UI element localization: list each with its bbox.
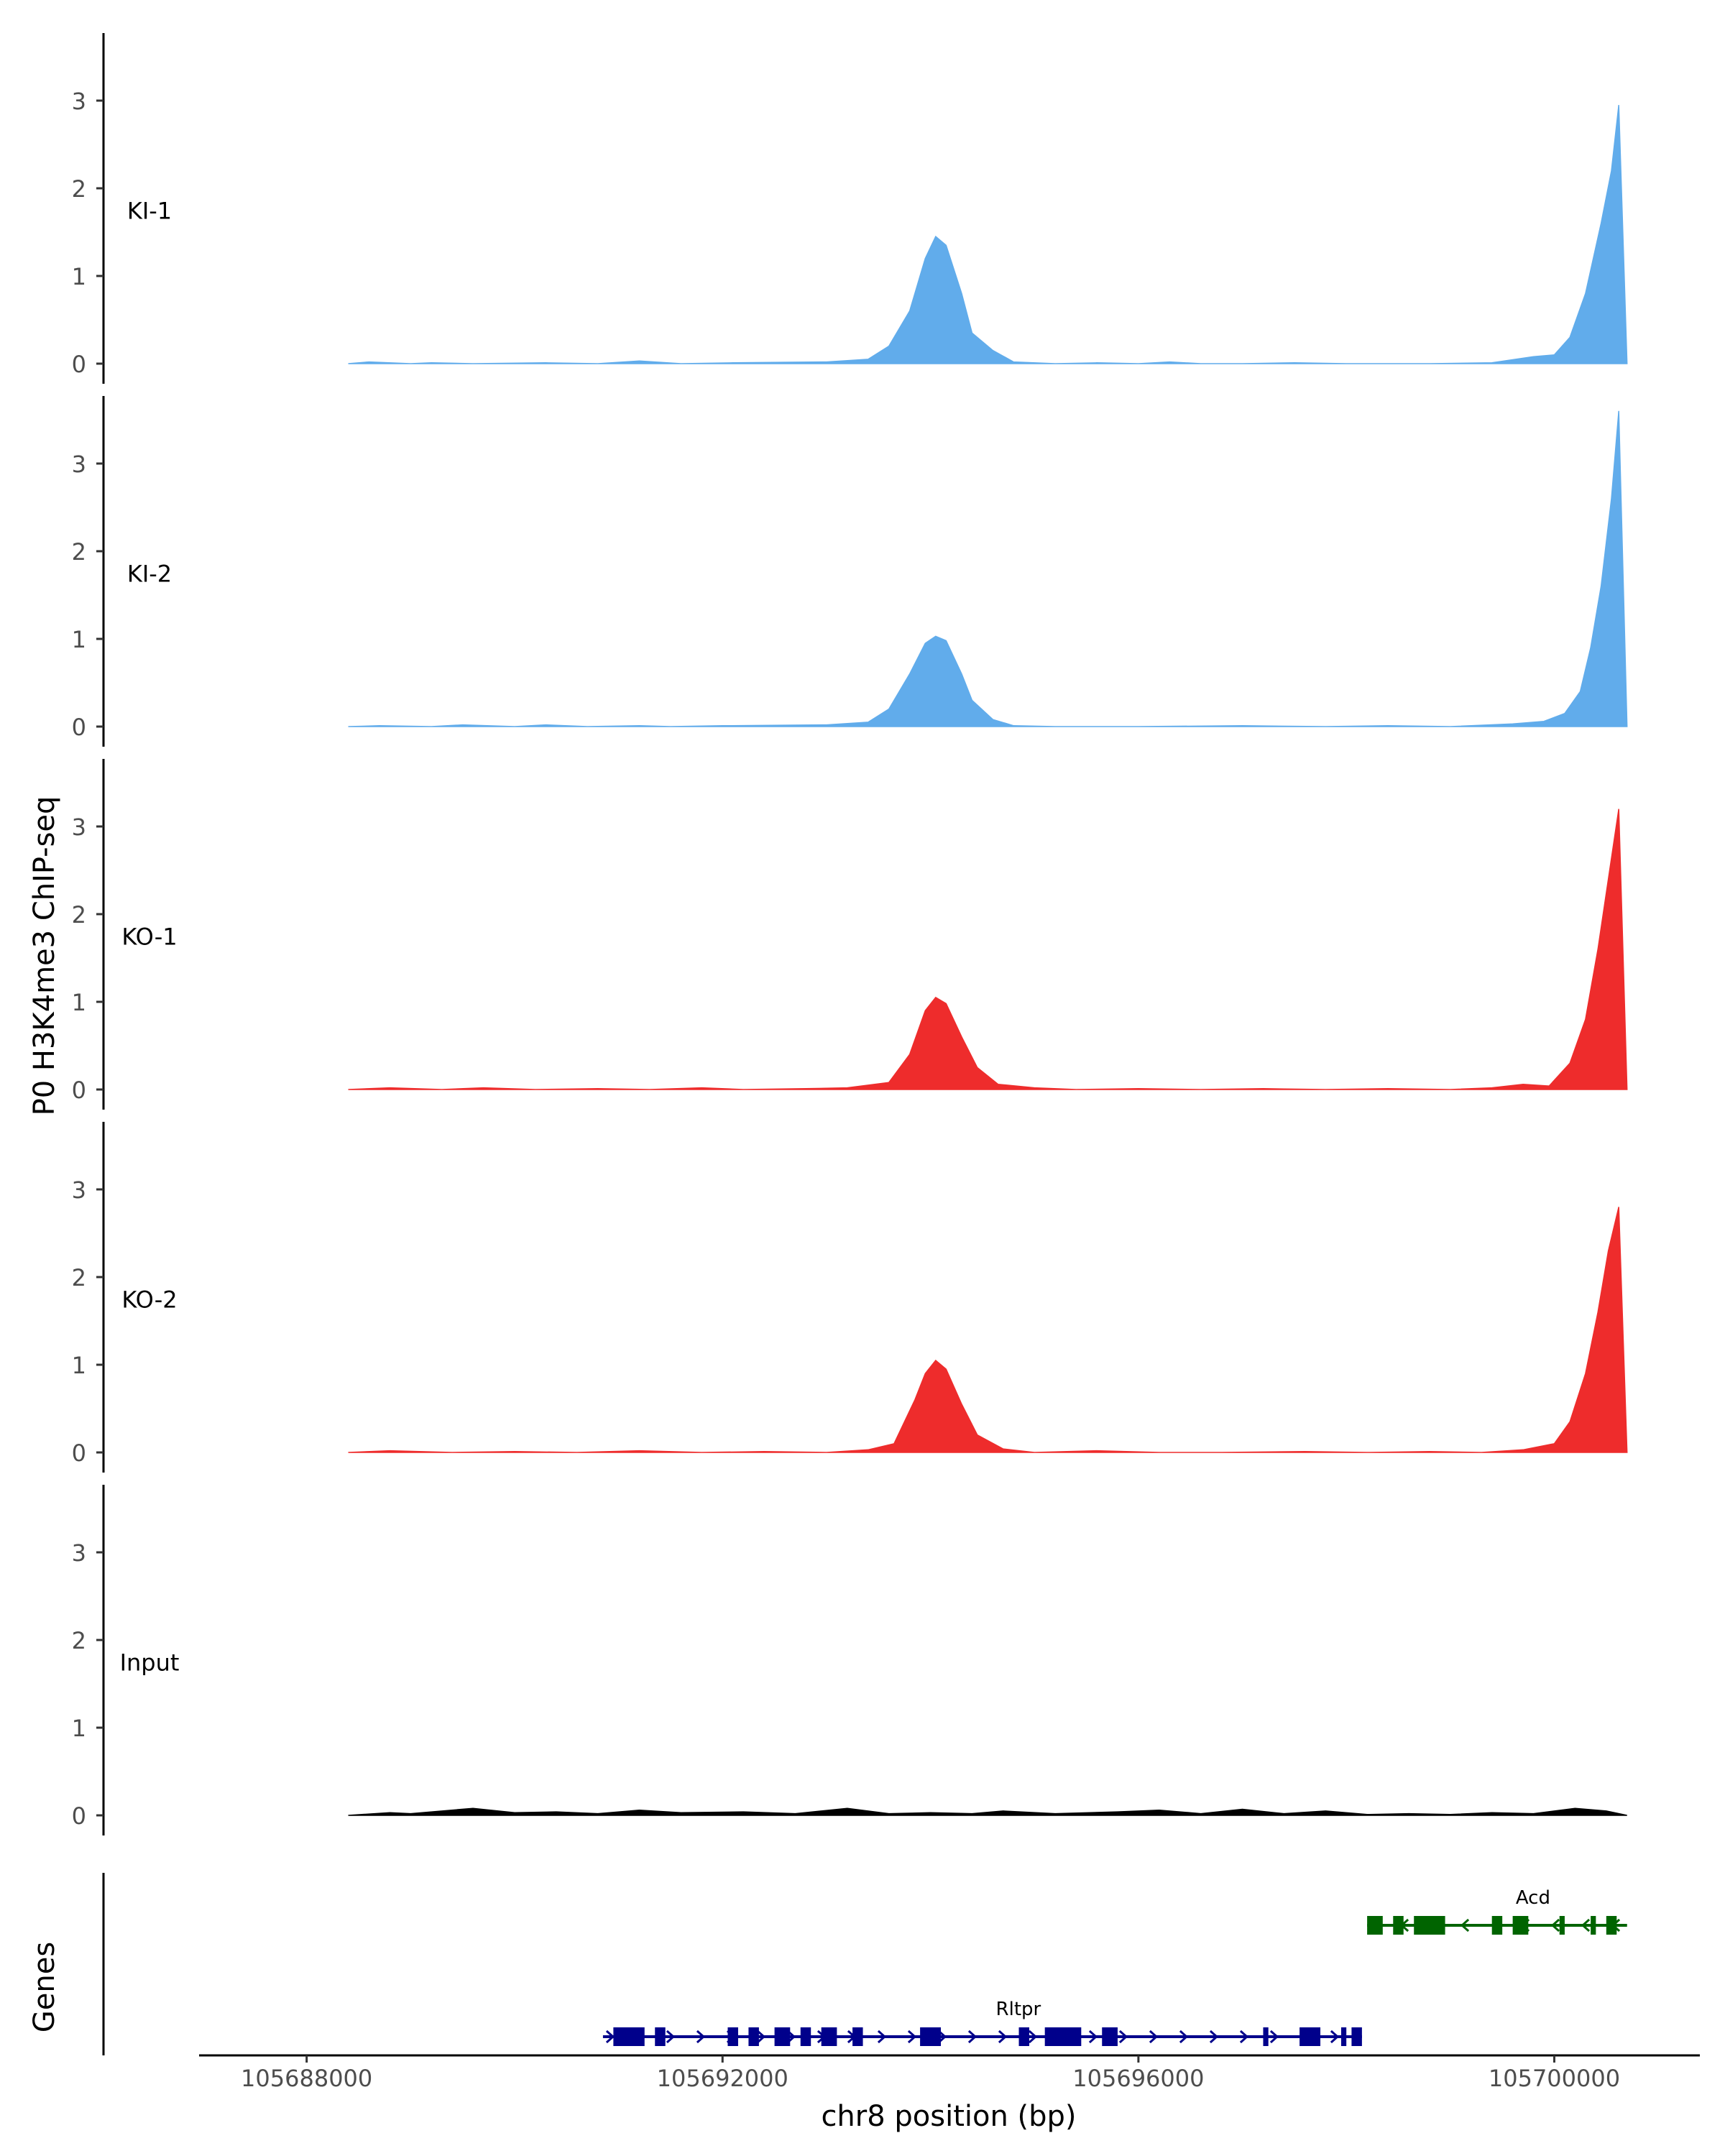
exon-block [613, 2027, 645, 2046]
y-tick-label: 2 [72, 175, 86, 203]
strand-chevron [1209, 2030, 1219, 2044]
exon-block [852, 2027, 863, 2046]
track-ko-2: 0 1 2 3 KO-2 [72, 1122, 1628, 1473]
y-tick-label: 0 [72, 1077, 86, 1104]
signal-area-ko-2 [348, 1207, 1628, 1453]
y-tick-label: 3 [72, 1176, 86, 1204]
strand-chevron [877, 2030, 887, 2044]
strand-chevron [1179, 2030, 1189, 2044]
exon-block [1591, 1916, 1596, 1935]
y-tick-label: 3 [72, 451, 86, 478]
strand-chevron [1550, 1918, 1560, 1932]
y-tick-label: 2 [72, 1627, 86, 1654]
y-tick-label: 2 [72, 538, 86, 566]
strand-chevron [1460, 1918, 1470, 1932]
exon-block [1300, 2027, 1321, 2046]
y-tick-label: 0 [72, 1439, 86, 1467]
track-label-input: Input [120, 1649, 180, 1677]
y-axis-title: P0 H3K4me3 ChIP-seq [28, 796, 61, 1116]
y-tick-label: 1 [72, 263, 86, 290]
track-ki-1: 0 1 2 3 KI-1 [72, 33, 1628, 384]
y-tick-label: 0 [72, 351, 86, 378]
tracks-layer: 0 1 2 3 KI-1 0 1 2 3 KI-2 0 1 2 3 KO-1 0 1 2 3 KO-2 0 1 2 3 Inpu… [72, 33, 1628, 1835]
strand-chevron [998, 2030, 1008, 2044]
strand-chevron [1088, 2030, 1098, 2044]
gene-label-rltpr: Rltpr [996, 1999, 1041, 2020]
exon-block [774, 2027, 791, 2046]
signal-area-ki-2 [348, 410, 1628, 727]
track-label-ko-2: KO-2 [121, 1286, 177, 1314]
track-ko-1: 0 1 2 3 KO-1 [72, 759, 1628, 1110]
exon-block [1263, 2027, 1269, 2046]
y-tick-label: 0 [72, 714, 86, 741]
track-input: 0 1 2 3 Input [72, 1485, 1627, 1835]
strand-chevron [696, 2030, 706, 2044]
gene-acd: Acd [1367, 1887, 1627, 1935]
exon-block [748, 2027, 759, 2046]
exon-block [821, 2027, 837, 2046]
genes-axis-title: Genes [28, 1942, 61, 2032]
strand-chevron [1269, 2030, 1279, 2044]
strand-chevron [1028, 2030, 1038, 2044]
exon-block [1018, 2027, 1029, 2046]
y-tick-label: 1 [72, 1715, 86, 1742]
exon-block [920, 2027, 942, 2046]
exon-block [1414, 1916, 1445, 1935]
signal-area-ko-1 [348, 808, 1628, 1090]
strand-chevron [967, 2030, 978, 2044]
y-tick-label: 3 [72, 814, 86, 841]
y-tick-label: 1 [72, 626, 86, 653]
strand-chevron [756, 2030, 766, 2044]
track-label-ko-1: KO-1 [121, 923, 177, 951]
gene-label-acd: Acd [1516, 1887, 1550, 1909]
y-tick-label: 3 [72, 1539, 86, 1567]
signal-area-ki-1 [348, 105, 1628, 364]
strand-chevron [1330, 2030, 1340, 2044]
exon-block [800, 2027, 811, 2046]
strand-chevron [907, 2030, 917, 2044]
exon-block [1044, 2027, 1082, 2046]
x-tick-label: 105696000 [1072, 2065, 1204, 2092]
strand-chevron [1239, 2030, 1249, 2044]
x-axis-title: chr8 position (bp) [821, 2100, 1076, 2133]
genes-layer: Rltpr Acd [602, 1887, 1627, 2046]
axis-layer: 105688000 105692000 105696000 105700000 [102, 1873, 1700, 2092]
y-tick-label: 0 [72, 1802, 86, 1830]
y-tick-label: 1 [72, 1352, 86, 1379]
exon-block [1491, 1916, 1503, 1935]
strand-chevron [1118, 2030, 1128, 2044]
exon-block [1393, 1916, 1404, 1935]
strand-chevron [1581, 1918, 1591, 1932]
track-label-ki-1: KI-1 [127, 198, 172, 225]
exon-block [1351, 2027, 1362, 2046]
exon-block [1512, 1916, 1529, 1935]
exon-block [1367, 1916, 1383, 1935]
exon-block [1102, 2027, 1118, 2046]
exon-block [1606, 1916, 1617, 1935]
x-tick-label: 105688000 [241, 2065, 372, 2092]
exon-block [655, 2027, 666, 2046]
strand-chevron [1149, 2030, 1159, 2044]
y-tick-label: 1 [72, 989, 86, 1016]
exon-block [727, 2027, 738, 2046]
y-tick-label: 2 [72, 1264, 86, 1291]
exon-block [1559, 1916, 1565, 1935]
strand-chevron [605, 2030, 615, 2044]
gene-rltpr: Rltpr [602, 1999, 1362, 2046]
track-label-ki-2: KI-2 [127, 561, 172, 588]
signal-area-input [348, 1807, 1627, 1816]
exon-block [1340, 2027, 1347, 2046]
track-ki-2: 0 1 2 3 KI-2 [72, 396, 1628, 747]
x-tick-label: 105692000 [657, 2065, 788, 2092]
strand-chevron [666, 2030, 676, 2044]
y-tick-label: 3 [72, 88, 86, 115]
x-tick-label: 105700000 [1489, 2065, 1620, 2092]
y-tick-label: 2 [72, 901, 86, 929]
